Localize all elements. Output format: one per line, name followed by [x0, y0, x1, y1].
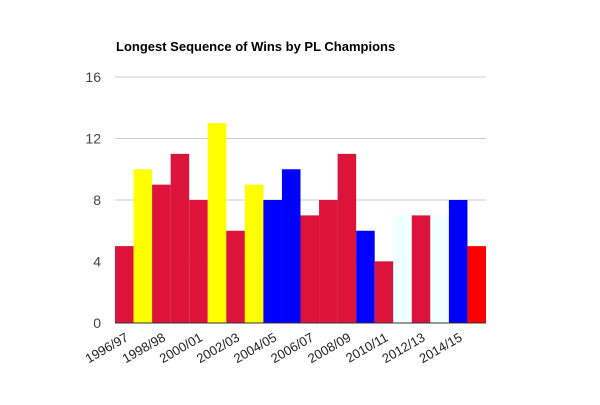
bar	[448, 200, 468, 323]
bar	[152, 184, 171, 323]
bar	[467, 246, 486, 323]
y-tick-label: 16	[85, 69, 101, 85]
bar	[430, 215, 449, 323]
y-tick-label: 12	[85, 131, 101, 147]
bar	[133, 169, 153, 323]
bar	[393, 215, 412, 323]
bar	[244, 184, 264, 323]
bar	[207, 123, 227, 323]
y-tick-label: 8	[93, 192, 101, 208]
x-tick-label: 2008/09	[305, 330, 353, 366]
bar	[319, 200, 338, 323]
bar	[337, 153, 357, 323]
bar	[263, 200, 282, 323]
y-tick-label: 4	[93, 254, 101, 270]
bar	[281, 169, 301, 323]
bar	[115, 246, 134, 323]
bar	[411, 215, 431, 323]
bar	[300, 215, 320, 323]
y-tick-label: 0	[93, 315, 101, 331]
bar	[226, 230, 245, 323]
bar	[189, 200, 208, 323]
chart-title: Longest Sequence of Wins by PL Champions	[116, 39, 396, 54]
bar	[356, 230, 375, 323]
bar	[374, 261, 394, 323]
bar	[170, 153, 190, 323]
x-tick-label: 2014/15	[416, 330, 464, 366]
